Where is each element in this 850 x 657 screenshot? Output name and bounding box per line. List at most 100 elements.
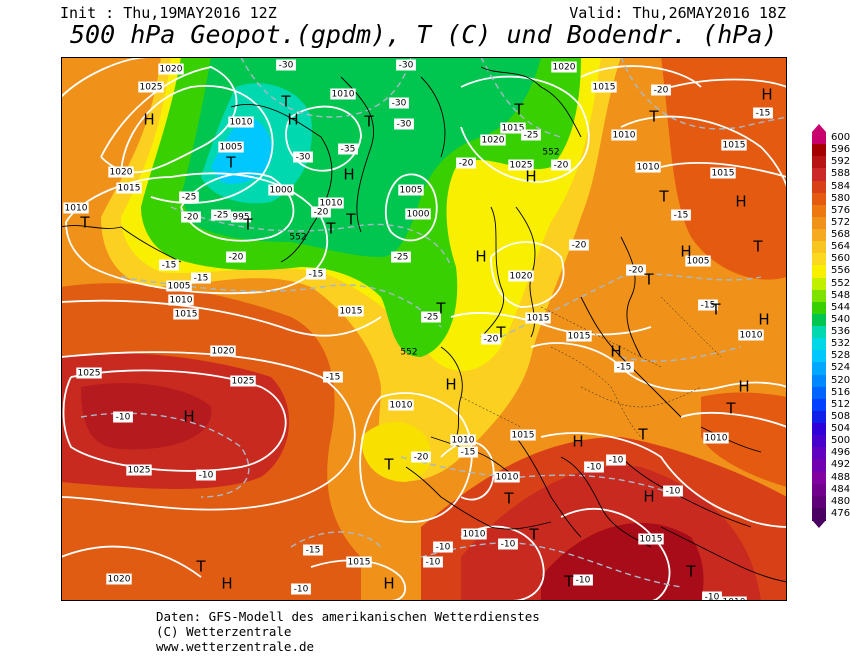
svg-text:-15: -15	[674, 211, 689, 221]
temperature-label: -10	[433, 541, 453, 553]
svg-text:1005: 1005	[220, 143, 243, 153]
temperature-label: -15	[698, 299, 718, 311]
pressure-label: 1015	[566, 330, 592, 342]
svg-text:-15: -15	[309, 270, 324, 280]
color-scale-label: 592	[831, 156, 850, 168]
color-scale-swatch	[812, 192, 826, 206]
svg-text:H: H	[143, 111, 154, 129]
color-scale-bottom-arrow	[812, 520, 826, 528]
color-scale-label: 544	[831, 301, 850, 313]
svg-text:1010: 1010	[637, 163, 660, 173]
color-scale-swatch	[812, 156, 826, 169]
pressure-label: 1020	[551, 61, 577, 73]
color-scale-top-arrow	[812, 124, 826, 132]
pressure-label: 1005	[685, 255, 711, 267]
temperature-label: -15	[671, 209, 691, 221]
svg-text:1015: 1015	[175, 310, 198, 320]
low-pressure-marker: T	[495, 324, 506, 342]
low-pressure-marker: T	[563, 573, 574, 591]
temperature-label: -25	[211, 209, 231, 221]
svg-text:1025: 1025	[128, 466, 151, 476]
pressure-label: 1015	[338, 305, 364, 317]
color-scale-label: 580	[831, 192, 850, 204]
low-pressure-marker: T	[643, 271, 654, 289]
svg-text:H: H	[610, 343, 621, 361]
svg-text:-10: -10	[116, 413, 131, 423]
svg-text:1015: 1015	[527, 314, 550, 324]
svg-text:-20: -20	[314, 208, 329, 218]
color-scale-swatch	[812, 386, 826, 400]
svg-text:1005: 1005	[168, 282, 191, 292]
svg-text:T: T	[648, 108, 659, 126]
color-scale-label: 500	[831, 435, 850, 447]
svg-text:1010: 1010	[65, 204, 88, 214]
geopotential-labels: 552 552 552	[289, 148, 559, 358]
svg-text:1015: 1015	[502, 124, 525, 134]
pressure-label: 1015	[346, 556, 372, 568]
svg-text:-25: -25	[182, 193, 197, 203]
temperature-label: -15	[753, 107, 773, 119]
color-scale-label: 548	[831, 289, 850, 301]
borders	[460, 296, 722, 438]
high-pressure-marker: H	[738, 378, 749, 396]
svg-text:1010: 1010	[332, 90, 355, 100]
footer-data-source: Daten: GFS-Modell des amerikanischen Wet…	[156, 609, 540, 624]
svg-text:T: T	[725, 400, 736, 418]
low-pressure-marker: T	[503, 490, 514, 508]
svg-text:-20: -20	[554, 161, 569, 171]
pressure-label: 1005	[398, 184, 424, 196]
svg-text:1020: 1020	[553, 63, 576, 73]
low-pressure-marker: T	[725, 400, 736, 418]
field-east-warm2	[701, 392, 787, 487]
color-scale-swatch	[812, 301, 826, 315]
svg-text:-30: -30	[397, 120, 412, 130]
color-scale-label: 520	[831, 374, 850, 386]
color-scale-swatch	[812, 253, 826, 266]
color-scale-swatch	[812, 265, 826, 278]
high-pressure-marker: H	[183, 408, 194, 426]
high-pressure-marker: H	[143, 111, 154, 129]
svg-text:H: H	[680, 243, 691, 261]
pressure-label: 1015	[721, 139, 747, 151]
svg-text:-15: -15	[701, 301, 716, 311]
pressure-label: 1010	[330, 88, 356, 100]
svg-text:-20: -20	[572, 241, 587, 251]
temperature-label: -25	[421, 311, 441, 323]
svg-text:T: T	[637, 426, 648, 444]
temperature-label: -10	[291, 583, 311, 595]
color-scale-bar	[812, 124, 826, 528]
svg-text:1005: 1005	[400, 186, 423, 196]
footer-website: www.wetterzentrale.de	[156, 639, 315, 654]
pressure-label: 1025	[230, 375, 256, 387]
color-scale-swatch	[812, 350, 826, 363]
color-scale-swatch	[812, 180, 826, 194]
svg-text:1025: 1025	[510, 161, 533, 171]
temperature-label: -30	[389, 97, 409, 109]
low-pressure-marker: T	[325, 220, 336, 238]
color-scale-swatch	[812, 144, 826, 157]
color-scale-swatch	[812, 168, 826, 181]
svg-text:1010: 1010	[320, 199, 343, 209]
temperature-label: -35	[338, 143, 358, 155]
temperature-label: -20	[411, 451, 431, 463]
svg-text:-20: -20	[629, 266, 644, 276]
svg-text:-20: -20	[414, 453, 429, 463]
pressure-label: 1015	[591, 81, 617, 93]
svg-text:T: T	[710, 301, 721, 319]
low-pressure-marker: T	[195, 558, 206, 576]
low-pressure-marker: T	[242, 216, 253, 234]
color-scale-swatch	[812, 241, 826, 254]
svg-text:1010: 1010	[723, 598, 746, 602]
color-scale-label: 568	[831, 229, 850, 241]
high-pressure-marker: H	[735, 193, 746, 211]
svg-text:1015: 1015	[568, 332, 591, 342]
svg-text:H: H	[758, 311, 769, 329]
svg-text:1025: 1025	[140, 83, 163, 93]
color-scale-label: 576	[831, 204, 850, 216]
svg-text:-30: -30	[296, 153, 311, 163]
temperature-label: -10	[606, 454, 626, 466]
high-pressure-marker: H	[643, 488, 654, 506]
svg-text:-10: -10	[501, 540, 516, 550]
svg-text:1020: 1020	[160, 65, 183, 75]
temperature-label: -20	[569, 239, 589, 251]
